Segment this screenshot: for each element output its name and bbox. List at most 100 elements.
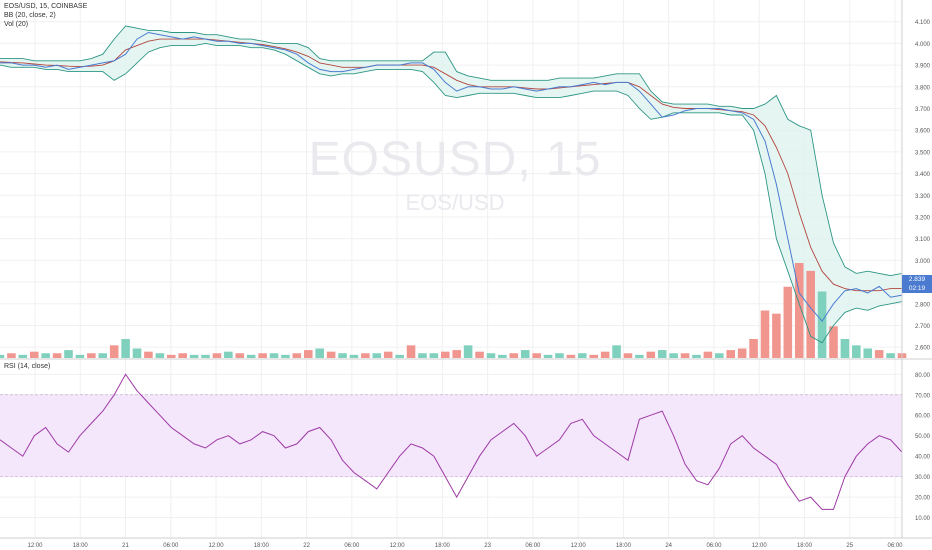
last-price-tag: 2.839 (902, 275, 932, 284)
volume-bar (886, 353, 895, 358)
price-tick-label: 3.600 (915, 129, 931, 135)
price-axis[interactable]: 4.100 4.000 3.900 3.800 3.700 3.600 3.500 3.400… (915, 20, 931, 351)
volume-bar (475, 351, 484, 358)
volume-bar (657, 350, 667, 358)
volume-bar (646, 351, 656, 358)
volume-bar (715, 353, 724, 358)
price-tick-label: 3.800 (915, 85, 931, 91)
rsi-tick-label: 50.00 (915, 434, 931, 440)
volume-bar (612, 345, 621, 358)
volume-bars (0, 263, 907, 358)
volume-bar (669, 353, 678, 358)
price-tick-label: 2.600 (915, 346, 931, 352)
watermark-pair: EOS/USD (405, 190, 505, 215)
volume-bar (737, 348, 747, 358)
volume-bar (87, 353, 96, 358)
price-line (0, 31, 903, 322)
rsi-axis[interactable]: 80.00 70.00 60.00 50.00 40.00 30.00 20.00 10.00 (915, 373, 931, 522)
volume-bar (349, 354, 359, 358)
rsi-tick-label: 40.00 (915, 455, 931, 461)
price-tick-label: 3.700 (915, 107, 931, 113)
volume-bar (315, 348, 324, 358)
volume-bar (692, 354, 701, 358)
volume-bar (783, 286, 793, 358)
volume-bar (863, 348, 873, 358)
time-tick-label: 18:00 (797, 543, 813, 549)
volume-bar (852, 345, 861, 358)
price-tick-label: 3.900 (915, 64, 931, 70)
volume-bar (201, 354, 210, 358)
legend-bollinger[interactable]: BB (20, close, 2) (4, 12, 56, 19)
volume-bar (532, 353, 541, 358)
legend-rsi[interactable]: RSI (14, close) (4, 363, 51, 370)
volume-bar (840, 339, 850, 358)
volume-bar (292, 353, 302, 358)
watermark-symbol: EOSUSD, 15 (308, 133, 602, 186)
rsi-tick-label: 30.00 (915, 475, 931, 481)
volume-bar (418, 353, 427, 358)
price-tick-label: 3.000 (915, 259, 931, 265)
time-axis[interactable]: 12:00 18:00 21 06:00 12:00 18:00 22 06:00 12:00 1… (27, 543, 903, 549)
volume-bar (52, 353, 62, 358)
time-tick-label: 24 (665, 543, 672, 549)
price-tick-label: 3.100 (915, 237, 931, 243)
time-tick-label: 12:00 (27, 543, 43, 549)
time-tick-label: 06:00 (887, 543, 903, 549)
time-tick-label: 12:00 (209, 543, 225, 549)
time-tick-label: 06:00 (163, 543, 179, 549)
volume-bar (726, 350, 736, 358)
volume-bar (281, 354, 290, 358)
volume-bar (806, 270, 815, 358)
rsi-band-lines (0, 394, 902, 477)
volume-bar (635, 354, 644, 358)
volume-bar (178, 353, 187, 358)
volume-bar (98, 353, 108, 358)
bollinger-basis-line (0, 38, 902, 292)
volume-bar (406, 345, 416, 358)
legend-volume[interactable]: Vol (20) (4, 21, 29, 28)
price-tick-label: 3.400 (915, 172, 931, 178)
volume-bar (144, 351, 153, 358)
volume-bar (75, 354, 85, 358)
volume-bar (589, 354, 599, 358)
volume-bar (680, 353, 690, 358)
volume-bar (383, 351, 393, 358)
volume-bar (760, 310, 770, 358)
time-tick-label: 18:00 (73, 543, 89, 549)
time-tick-label: 06:00 (525, 543, 541, 549)
volume-bar (703, 351, 713, 358)
volume-bar (166, 354, 176, 358)
volume-bar (338, 353, 347, 358)
price-tick-label: 4.100 (915, 20, 931, 26)
volume-bar (235, 353, 245, 358)
volume-bar (429, 353, 439, 358)
volume-bar (189, 354, 199, 358)
volume-bar (109, 345, 119, 358)
price-tick-label: 3.500 (915, 150, 931, 156)
volume-bar (874, 350, 884, 358)
rsi-line (0, 373, 903, 510)
legend-main[interactable]: EOS/USD, 15, COINBASE (4, 3, 88, 10)
volume-bar (18, 354, 28, 358)
rsi-tick-label: 70.00 (915, 393, 931, 399)
volume-bar (64, 350, 73, 358)
price-tick-label: 4.000 (915, 42, 931, 48)
price-tick-label: 2.800 (915, 302, 931, 308)
time-tick-label: 23 (484, 543, 491, 549)
volume-bar (41, 353, 50, 358)
time-tick-label: 06:00 (344, 543, 360, 549)
rsi-tick-label: 20.00 (915, 496, 931, 502)
volume-bar (486, 353, 496, 358)
volume-bar (463, 345, 473, 358)
volume-bar (395, 354, 404, 358)
rsi-band-fill (0, 394, 902, 477)
volume-bar (121, 339, 130, 358)
price-tick-label: 3.200 (915, 215, 931, 221)
volume-bar (0, 354, 5, 358)
time-tick-label: 12:00 (752, 543, 768, 549)
volume-bar (749, 339, 758, 358)
volume-bar (498, 354, 507, 358)
time-tick-label: 18:00 (616, 543, 632, 549)
